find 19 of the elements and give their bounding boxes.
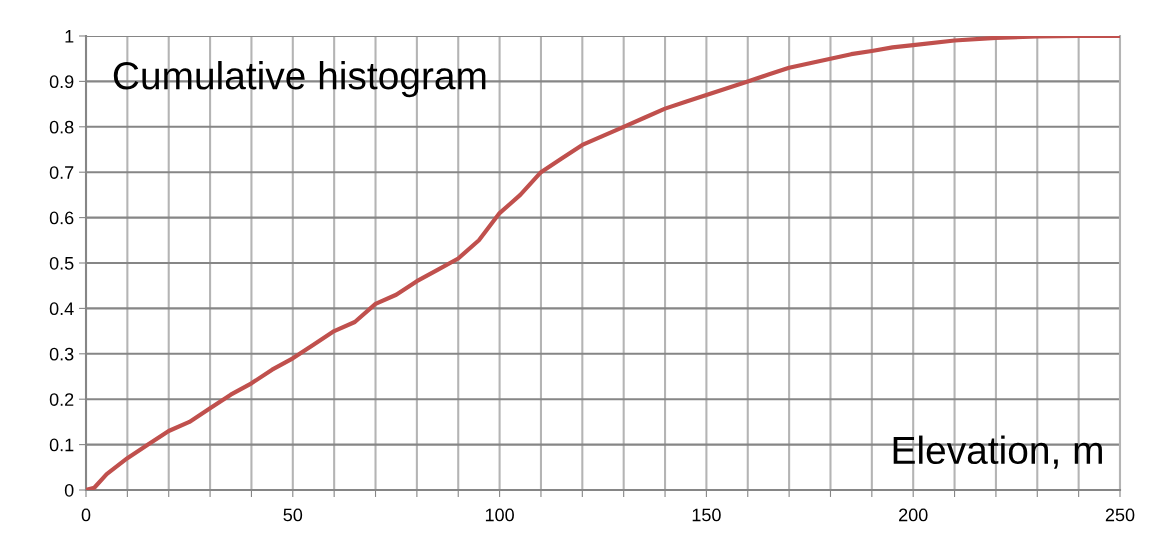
y-tick-label: 0.9 xyxy=(49,75,74,89)
y-tick-label: 0.5 xyxy=(49,256,74,270)
y-tick-label: 0.4 xyxy=(49,302,74,316)
x-tick-label: 150 xyxy=(692,508,721,522)
x-tick-label: 250 xyxy=(1105,508,1135,522)
y-tick-label: 0 xyxy=(64,483,74,497)
y-tick-label: 0.8 xyxy=(49,120,74,134)
y-tick-label: 0.3 xyxy=(49,347,74,361)
x-tick-label: 200 xyxy=(899,508,928,522)
text: Cumulative histogram xyxy=(113,61,486,98)
y-tick-label: 1 xyxy=(65,30,74,43)
x-tick-label: 100 xyxy=(485,508,514,522)
x-tick-label: 50 xyxy=(283,508,303,522)
y-tick-label: 0.6 xyxy=(49,211,74,225)
x-axis-title: Elevation, m xyxy=(893,435,1102,469)
x-tick-label: 0 xyxy=(81,508,91,522)
y-tick-label: 0.2 xyxy=(49,393,74,406)
y-tick-label: 0.7 xyxy=(49,166,74,179)
y-tick-label: 0.1 xyxy=(49,438,74,452)
